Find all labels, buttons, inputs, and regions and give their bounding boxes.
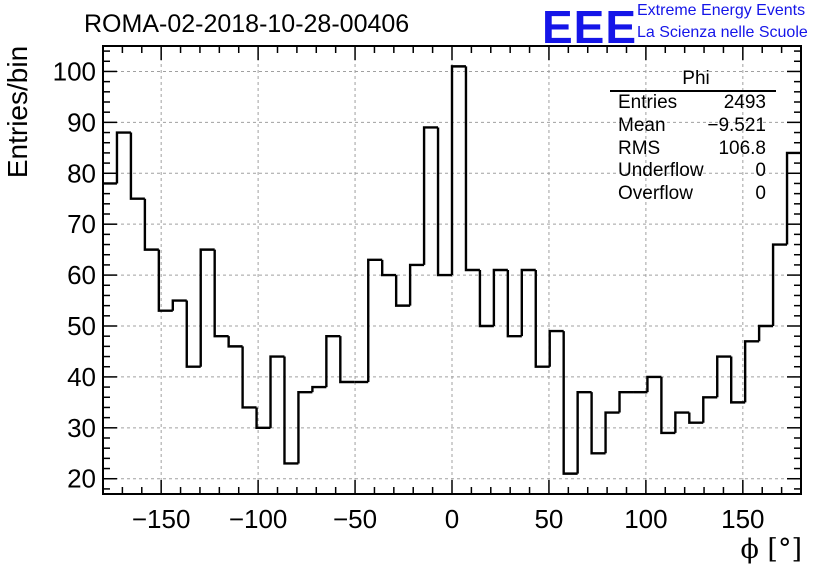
histogram-bin	[674, 411, 690, 433]
stats-row-entries: Entries 2493	[610, 92, 776, 115]
logo-caption-line1: Extreme Energy Events	[637, 2, 806, 19]
histogram-bin	[129, 132, 145, 200]
stats-value: 106.8	[718, 137, 766, 159]
histogram-bin	[576, 390, 592, 474]
x-tick-label: −100	[229, 504, 288, 534]
histogram-bin	[646, 375, 662, 393]
stats-row-overflow: Overflow 0	[610, 183, 776, 206]
histogram-bin	[241, 346, 257, 409]
y-tick-label: 80	[67, 158, 96, 188]
histogram-bin	[534, 270, 550, 368]
chart-title: ROMA-02-2018-10-28-00406	[84, 10, 410, 38]
histogram-bin	[171, 299, 187, 311]
stats-key: RMS	[618, 137, 661, 159]
histogram-bin	[785, 151, 801, 245]
y-tick-label: 50	[67, 311, 96, 341]
histogram-bin	[548, 329, 564, 367]
histogram-bin	[771, 243, 788, 326]
histogram-bin	[450, 65, 466, 276]
y-axis-label: Entries/bin	[2, 45, 33, 179]
histogram-bin	[199, 248, 215, 367]
histogram-bin	[311, 385, 327, 393]
histogram-bin	[422, 126, 439, 265]
histogram-bin	[562, 331, 578, 475]
stats-key: Entries	[618, 92, 678, 113]
x-tick-label: −150	[132, 504, 191, 534]
stats-row-mean: Mean −9.521	[610, 115, 776, 138]
histogram-bin	[283, 356, 299, 465]
x-axis-label: ϕ [°]	[740, 534, 802, 565]
stats-value: 0	[755, 183, 766, 205]
y-tick-label: 90	[67, 107, 96, 137]
histogram-bin	[325, 334, 341, 388]
x-tick-label: 50	[534, 504, 563, 534]
histogram-bin	[408, 263, 425, 306]
histogram-bin	[702, 396, 718, 423]
histogram-bin	[464, 66, 480, 272]
histogram-bin	[520, 268, 536, 337]
histogram-bin	[716, 355, 732, 398]
histogram-bin	[743, 340, 760, 403]
histogram-bin	[115, 131, 131, 184]
histogram-bin	[757, 324, 774, 342]
histogram-bin	[381, 259, 397, 277]
stats-value: 0	[755, 160, 766, 182]
histogram-bin	[618, 390, 634, 413]
histogram-bin	[157, 249, 173, 312]
histogram-bin	[367, 258, 383, 382]
histogram-bin	[506, 270, 522, 338]
stats-title: Phi	[610, 68, 776, 92]
histogram-bin	[255, 407, 271, 430]
x-tick-label: −50	[333, 504, 377, 534]
y-tick-label: 100	[53, 56, 96, 86]
histogram-bin	[660, 376, 676, 435]
x-tick-label: 150	[721, 504, 764, 534]
y-tick-label: 70	[67, 209, 96, 239]
y-tick-label: 30	[67, 413, 96, 443]
stats-key: Overflow	[618, 183, 693, 205]
histogram-bin	[436, 127, 452, 277]
histogram-bin	[492, 268, 508, 326]
stats-box: Phi Entries 2493 Mean −9.521 RMS 106.8 U…	[610, 68, 776, 206]
histogram-bin	[269, 355, 285, 428]
stats-row-underflow: Underflow 0	[610, 160, 776, 183]
histogram-bin	[394, 275, 411, 307]
logo-caption-line2: La Scienza nelle Scuole	[637, 24, 808, 41]
stats-key: Mean	[618, 114, 666, 136]
stats-value: 2493	[723, 92, 766, 113]
histogram-bin	[730, 356, 746, 404]
histogram-bin	[339, 336, 355, 384]
histogram-bin	[143, 198, 159, 251]
y-tick-label: 60	[67, 260, 96, 290]
histogram-bin	[478, 270, 494, 328]
y-tick-label: 40	[67, 362, 96, 392]
x-tick-label: 0	[445, 504, 459, 534]
histogram-bin	[185, 300, 201, 368]
x-tick-label: 100	[624, 504, 667, 534]
y-tick-label: 20	[67, 464, 96, 494]
histogram-bin	[297, 390, 313, 464]
histogram-bin	[604, 411, 620, 454]
eee-logo: EEE	[542, 1, 638, 53]
histogram-bin	[213, 249, 229, 338]
histogram-bin	[227, 336, 243, 348]
histogram-bin	[688, 412, 704, 424]
histogram-bin	[590, 392, 606, 455]
stats-key: Underflow	[618, 160, 704, 182]
stats-value: −9.521	[707, 114, 766, 136]
stats-row-rms: RMS 106.8	[610, 138, 776, 161]
